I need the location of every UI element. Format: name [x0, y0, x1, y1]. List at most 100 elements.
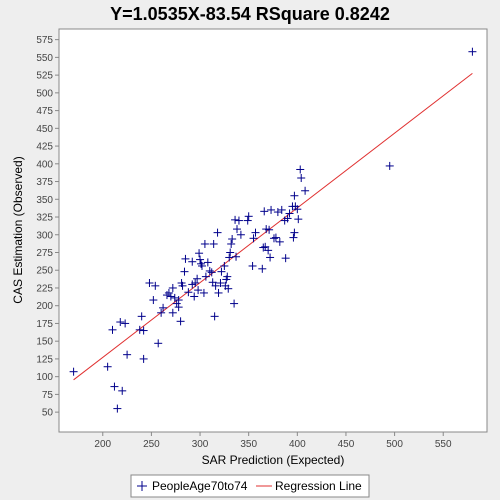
y-tick-label: 175 [36, 319, 53, 330]
data-point [139, 326, 148, 335]
data-point [188, 257, 197, 266]
data-point [258, 264, 267, 273]
data-point [166, 292, 175, 301]
y-tick-label: 275 [36, 248, 53, 259]
data-point [121, 319, 130, 328]
data-point [260, 207, 269, 216]
data-point [151, 281, 160, 290]
x-tick-label: 350 [240, 439, 257, 450]
data-point [195, 249, 204, 258]
data-point [162, 291, 171, 300]
y-tick-label: 400 [36, 159, 53, 170]
y-tick-label: 525 [36, 71, 53, 82]
x-tick-label: 500 [386, 439, 403, 450]
data-point [294, 215, 303, 224]
y-tick-label: 450 [36, 124, 53, 135]
y-tick-label: 200 [36, 301, 53, 312]
legend-box [130, 474, 370, 498]
data-point [293, 205, 302, 214]
data-point [281, 254, 290, 263]
y-tick-label: 425 [36, 142, 53, 153]
data-point [236, 230, 245, 239]
data-point [249, 234, 258, 243]
y-tick-label: 325 [36, 213, 53, 224]
data-point [207, 268, 216, 277]
data-point [243, 216, 252, 225]
data-point [170, 293, 179, 302]
data-point [289, 233, 298, 242]
data-point [217, 267, 226, 276]
data-point [275, 237, 284, 246]
data-point [205, 266, 214, 275]
chart-title: Y=1.0535X-83.54 RSquare 0.8242 [110, 4, 390, 24]
data-point [197, 261, 206, 270]
y-axis-label: CAS Estimation (Observed) [11, 156, 25, 303]
data-point [296, 165, 305, 174]
x-tick-label: 200 [94, 439, 111, 450]
data-point [285, 209, 294, 218]
legend: PeopleAge70to74 Regression Line [130, 474, 370, 498]
data-point [290, 191, 299, 200]
data-point [69, 367, 78, 376]
data-point [231, 215, 240, 224]
data-layer [69, 47, 477, 413]
legend-label-regression: Regression Line [275, 479, 362, 493]
data-point [226, 248, 235, 257]
data-point [216, 279, 225, 288]
data-point [223, 272, 232, 281]
x-tick-label: 250 [143, 439, 160, 450]
legend-label-people: PeopleAge70to74 [152, 479, 248, 493]
y-tick-label: 75 [42, 390, 54, 401]
data-point [135, 325, 144, 334]
y-tick-label: 250 [36, 266, 53, 277]
x-tick-label: 450 [338, 439, 355, 450]
data-point [265, 225, 274, 234]
data-point [297, 173, 306, 182]
y-tick-label: 500 [36, 88, 53, 99]
data-point [271, 233, 280, 242]
x-tick-label: 300 [192, 439, 209, 450]
data-point [224, 284, 233, 293]
data-point [225, 253, 234, 262]
x-tick-label: 400 [289, 439, 306, 450]
data-point [174, 296, 183, 305]
data-point [168, 283, 177, 292]
data-point [145, 279, 154, 288]
y-tick-label: 550 [36, 53, 53, 64]
y-tick-label: 300 [36, 230, 53, 241]
data-point [213, 228, 222, 237]
data-point [209, 239, 218, 248]
data-point [283, 214, 292, 223]
data-point [108, 325, 117, 334]
data-point [164, 288, 173, 297]
y-tick-label: 50 [42, 408, 54, 419]
data-point [159, 303, 168, 312]
data-point [118, 386, 127, 395]
data-point [181, 254, 190, 263]
data-point [191, 279, 200, 288]
data-point [194, 286, 203, 295]
legend-plus-marker [137, 481, 147, 491]
data-point [199, 288, 208, 297]
data-point [266, 253, 275, 262]
data-point [139, 354, 148, 363]
data-point [178, 281, 187, 290]
data-point [251, 228, 260, 237]
data-point [210, 312, 219, 321]
data-point [116, 318, 125, 327]
data-point [190, 292, 199, 301]
data-point [233, 225, 242, 234]
plot-area [58, 28, 488, 433]
data-point [301, 186, 310, 195]
y-tick-label: 150 [36, 337, 53, 348]
data-point [193, 274, 202, 283]
data-point [290, 228, 299, 237]
data-point [157, 308, 166, 317]
data-point [203, 258, 212, 267]
data-point [232, 252, 241, 261]
y-tick-label: 375 [36, 177, 53, 188]
data-point [220, 261, 229, 270]
y-tick-label: 225 [36, 283, 53, 294]
data-point [113, 404, 122, 413]
y-tick-label: 350 [36, 195, 53, 206]
